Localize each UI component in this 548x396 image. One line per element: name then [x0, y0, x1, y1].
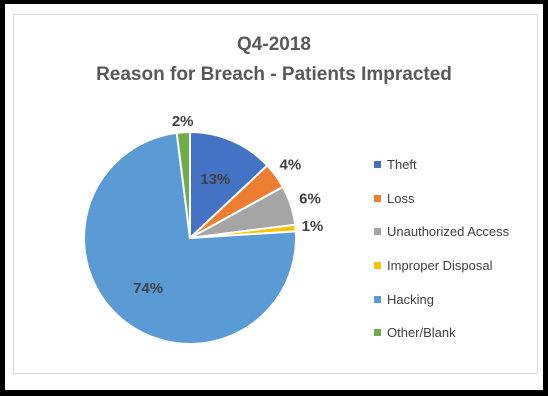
legend-swatch: [374, 329, 381, 337]
legend-swatch: [374, 228, 381, 236]
data-label-other-blank: 2%: [172, 113, 194, 130]
legend-item-other-blank: Other/Blank: [374, 316, 509, 350]
legend-item-theft: Theft: [374, 148, 509, 182]
data-label-theft: 13%: [200, 171, 230, 188]
data-label-loss: 4%: [279, 157, 301, 174]
legend-swatch: [374, 295, 381, 303]
chart-subtitle: Reason for Breach - Patients Impracted: [96, 64, 452, 85]
chart-legend: Theft Loss Unauthorized Access Improper Dis…: [374, 148, 509, 350]
legend-item-unauthorized-access: Unauthorized Access: [374, 215, 509, 249]
data-label-improper-disposal: 1%: [302, 218, 324, 235]
pie-slice-other-blank: [175, 131, 191, 239]
legend-label: Loss: [387, 190, 415, 206]
legend-label: Improper Disposal: [387, 258, 493, 274]
legend-swatch: [374, 161, 381, 169]
data-label-hacking: 74%: [133, 280, 163, 297]
legend-label: Hacking: [387, 291, 434, 307]
pie-slice-theft: [189, 131, 269, 239]
legend-item-loss: Loss: [374, 182, 509, 216]
legend-swatch: [374, 194, 381, 202]
legend-item-hacking: Hacking: [374, 282, 509, 316]
legend-swatch: [374, 262, 381, 270]
chart-title: Q4-2018: [237, 34, 311, 55]
legend-label: Other/Blank: [387, 325, 456, 341]
legend-item-improper-disposal: Improper Disposal: [374, 249, 509, 283]
legend-label: Unauthorized Access: [387, 224, 510, 240]
data-label-unauthorized-access: 6%: [299, 191, 321, 208]
legend-label: Theft: [387, 157, 417, 173]
